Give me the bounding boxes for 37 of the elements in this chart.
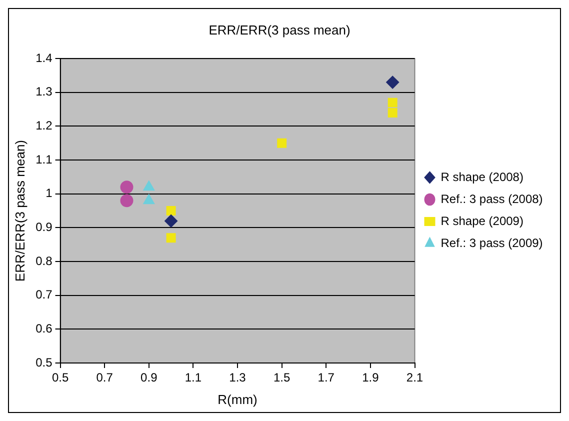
point: [166, 206, 176, 216]
y-tick-label: 1.1: [36, 152, 53, 166]
x-tick-label: 1.9: [362, 370, 380, 385]
point: [166, 233, 176, 243]
y-tick-label: 0.8: [36, 254, 53, 268]
point: [120, 194, 134, 208]
x-tick-label: 0.7: [96, 370, 114, 385]
y-tick-label: 0.6: [36, 321, 53, 336]
x-tick-label: 1.3: [229, 370, 246, 385]
x-tick-label: 1.5: [273, 370, 290, 385]
y-tick-label: 0.5: [36, 355, 53, 370]
y-tick-label: 1.3: [36, 84, 53, 99]
y-tick-label: 1.4: [36, 50, 53, 65]
x-axis-title: R(mm): [218, 392, 258, 407]
point: [386, 76, 400, 89]
point: [120, 180, 134, 194]
x-tick-label: 2.1: [406, 370, 424, 385]
x-tick-label: 0.5: [52, 370, 69, 385]
point: [143, 180, 155, 191]
point: [277, 138, 287, 148]
legend-label: R shape (2008): [440, 170, 524, 184]
x-tick-label: 1.7: [318, 370, 335, 385]
y-tick-label: 1.2: [36, 118, 53, 133]
chart-title: ERR/ERR(3 pass mean): [208, 22, 350, 38]
x-tick-label: 1.1: [184, 370, 202, 385]
point: [143, 194, 155, 204]
legend-label: Ref.: 3 pass (2009): [440, 236, 543, 250]
legend-label: Ref.: 3 pass (2008): [440, 192, 543, 206]
point: [388, 98, 398, 108]
y-tick-label: 1: [46, 186, 53, 200]
x-tick-label: 0.9: [140, 370, 158, 385]
point: [388, 108, 398, 118]
y-tick-label: 0.9: [36, 220, 53, 234]
point: [164, 214, 178, 228]
y-axis-title: ERR/ERR(3 pass mean): [12, 140, 28, 282]
legend-label: R shape (2009): [440, 214, 524, 228]
y-tick-label: 0.7: [36, 288, 53, 302]
